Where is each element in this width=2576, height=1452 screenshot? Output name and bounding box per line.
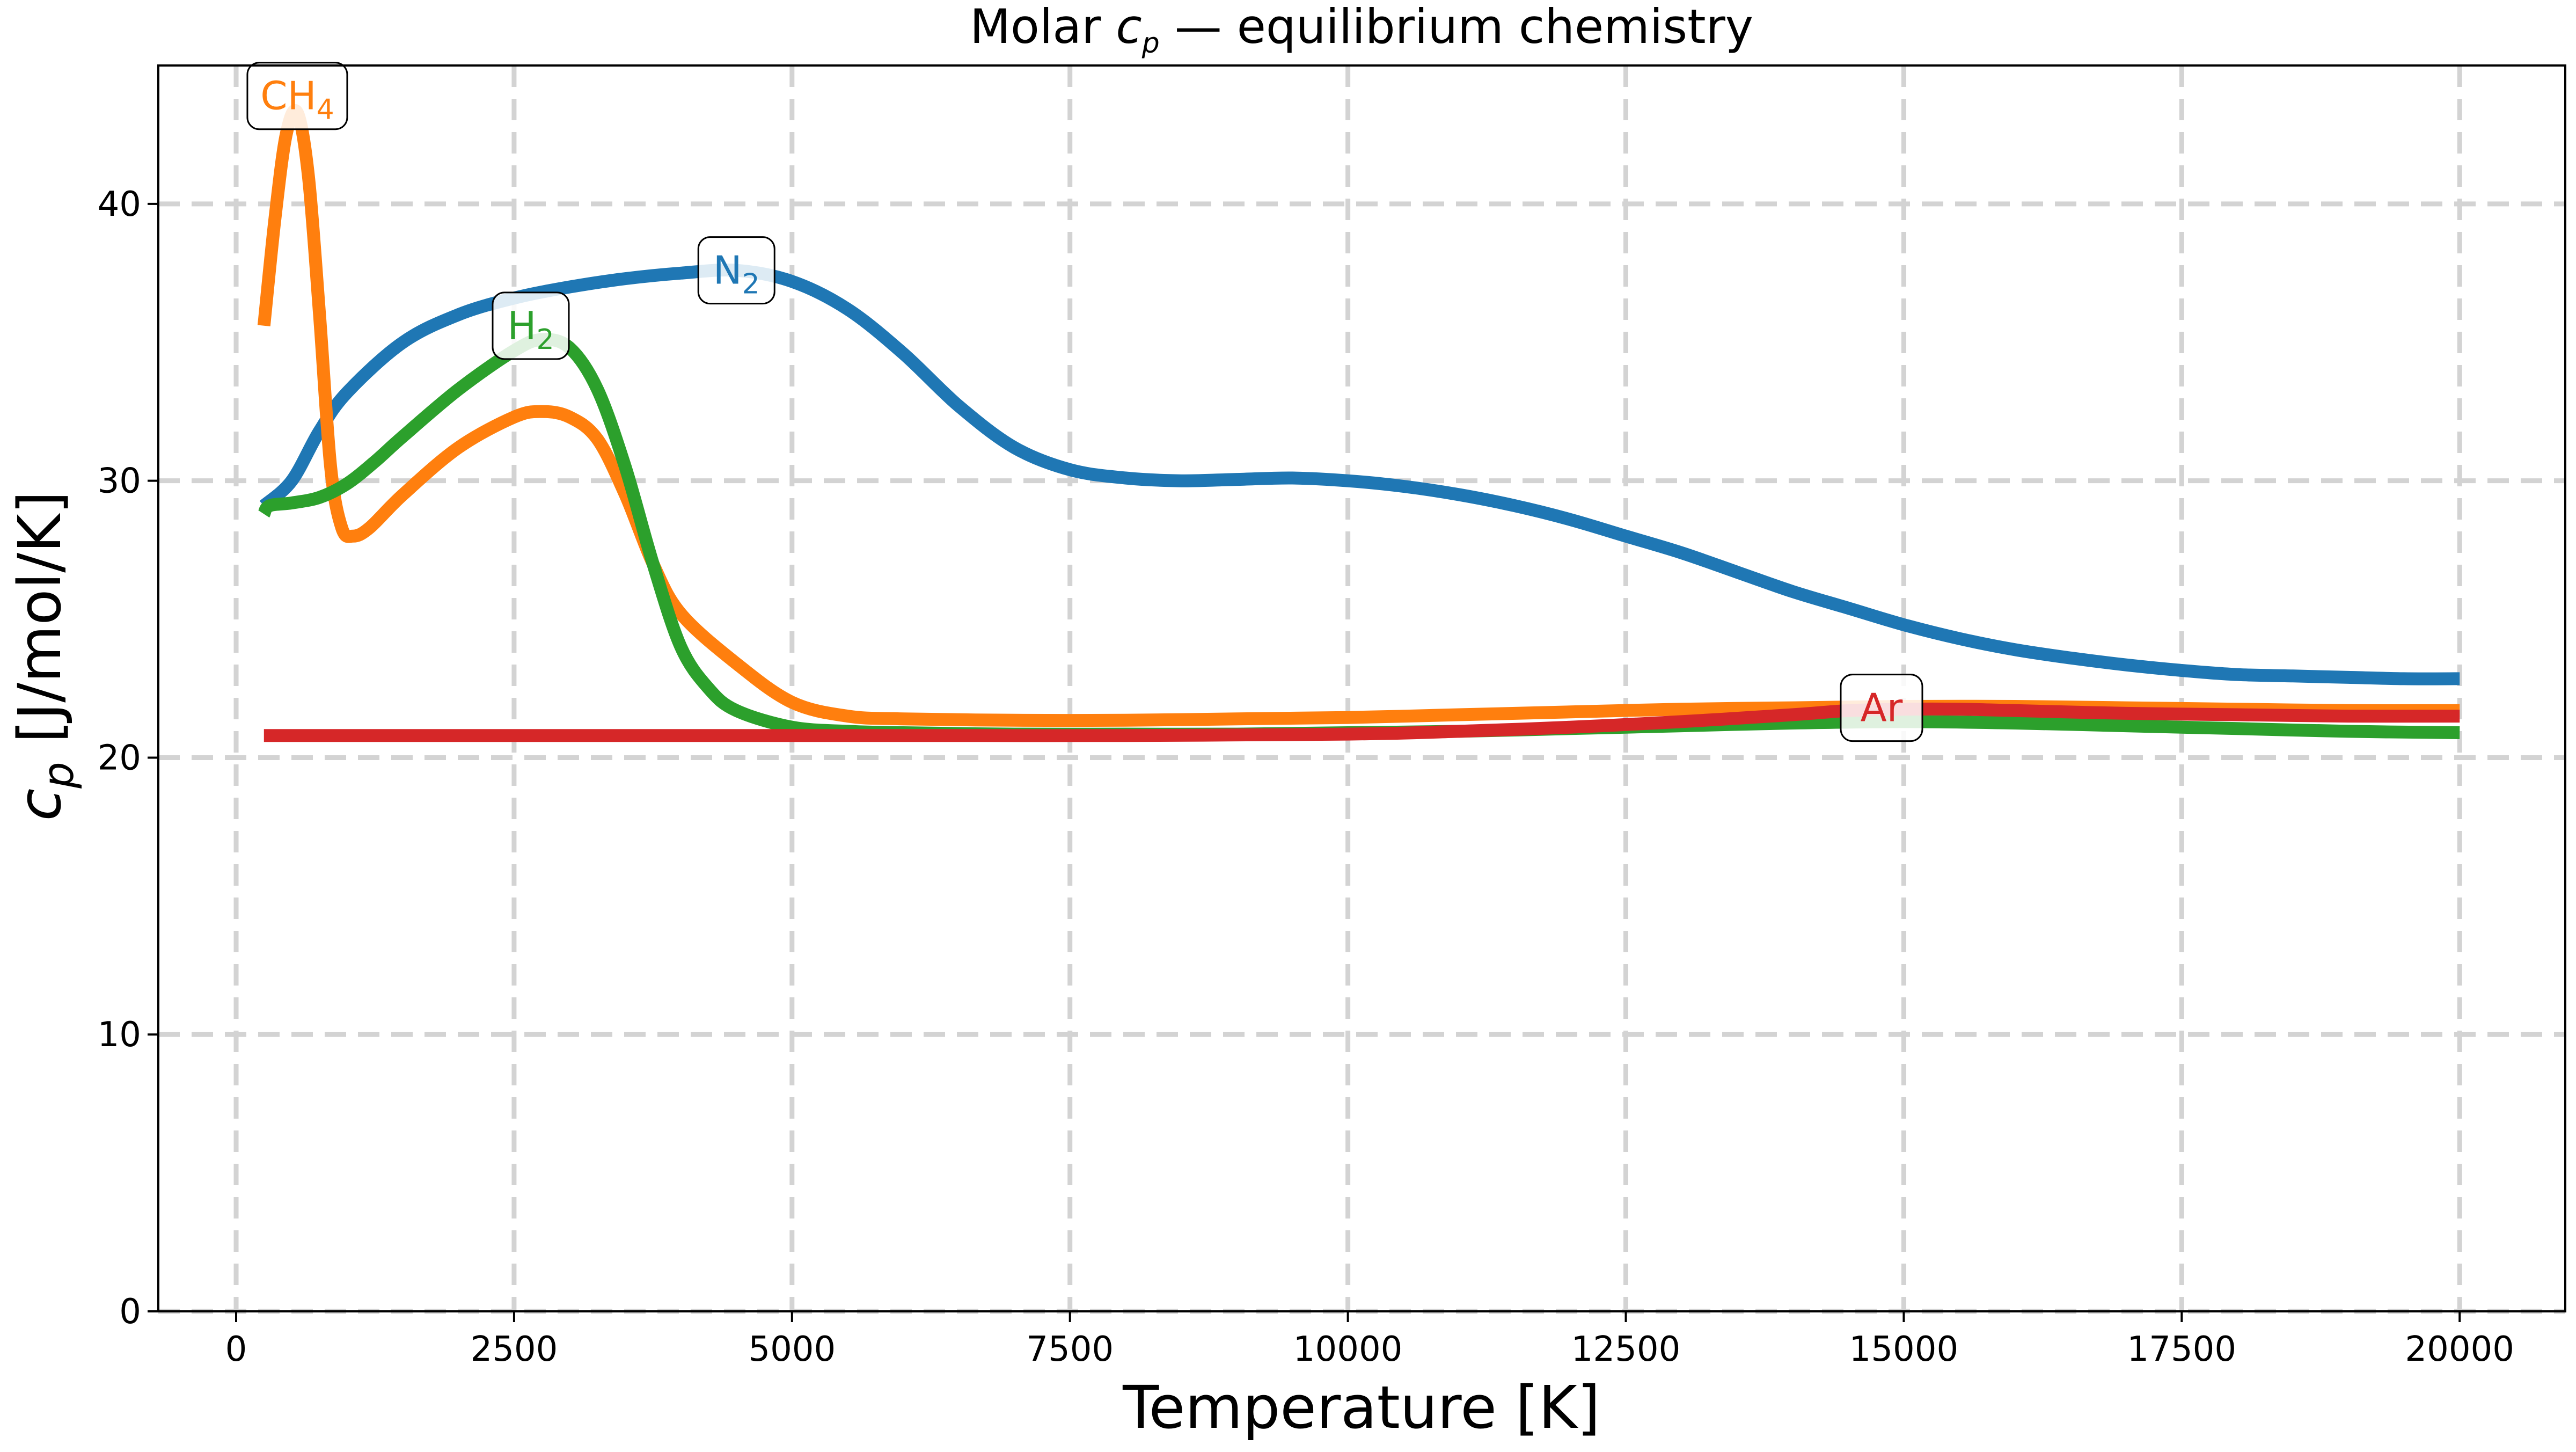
x-tick-label: 2500 (470, 1330, 558, 1369)
x-tick-label: 0 (225, 1330, 247, 1369)
y-tick-label: 40 (98, 185, 141, 224)
title-suffix: — equilibrium chemistry (1160, 0, 1753, 54)
title-var: c (1116, 0, 1141, 54)
series-label-n2: N2 (697, 236, 775, 305)
ylabel-var-sub: p (35, 762, 83, 789)
axes-frame (157, 64, 2566, 1312)
series-label-box (697, 236, 775, 305)
x-tick-label: 12500 (1571, 1330, 1681, 1369)
x-tick-label: 5000 (748, 1330, 836, 1369)
x-tick-label: 17500 (2127, 1330, 2237, 1369)
y-tick-label: 20 (98, 738, 141, 778)
axis-ticks: 0 2500 5000 7500 10000 12500 15000 17500 20000 0 1… (98, 185, 2514, 1369)
ylabel-var: c (5, 789, 74, 821)
title-var-sub: p (1141, 27, 1160, 60)
series-label-ch4: CH4 (246, 62, 348, 130)
ylabel-suffix: [J/mol/K] (5, 491, 74, 762)
series-label-text: N2 (713, 248, 760, 301)
y-axis-label: cp [J/mol/K] (5, 491, 83, 821)
chart-title: Molar cp — equilibrium chemistry (970, 0, 1753, 60)
series-label-ar: Ar (1840, 674, 1923, 742)
series-line-ar (264, 702, 2460, 742)
series-labels: N2 CH4 H2 Ar (246, 62, 1923, 742)
series-label-h2: H2 (492, 291, 570, 360)
x-tick-label: 20000 (2405, 1330, 2514, 1369)
series-label-box (1840, 674, 1923, 742)
x-tick-label: 15000 (1849, 1330, 1959, 1369)
series-line-n2 (259, 263, 2460, 685)
series-label-box (246, 62, 348, 130)
series-label-text: CH4 (260, 74, 334, 126)
x-tick-label: 7500 (1026, 1330, 1114, 1369)
x-tick-label: 10000 (1293, 1330, 1403, 1369)
series-label-text: Ar (1861, 685, 1903, 731)
y-tick-label: 10 (98, 1015, 141, 1055)
title-prefix: Molar (970, 0, 1116, 54)
x-axis-label: Temperature [K] (1122, 1373, 1600, 1442)
series-label-text: H2 (507, 303, 554, 356)
y-tick-label: 0 (119, 1292, 141, 1332)
series-label-box (492, 291, 570, 360)
y-tick-label: 30 (98, 462, 141, 501)
